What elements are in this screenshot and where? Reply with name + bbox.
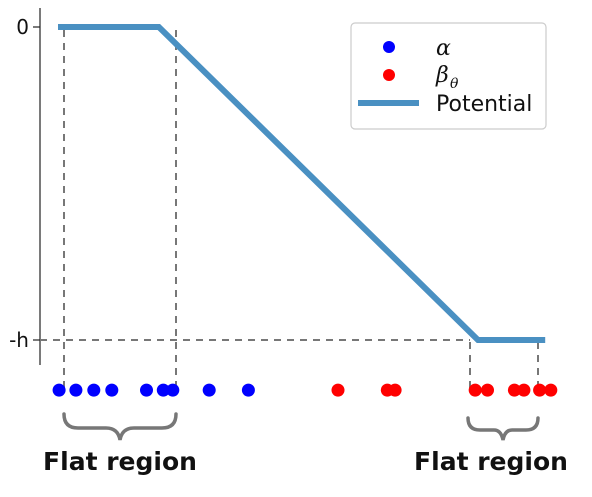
beta-point-3 xyxy=(468,383,482,397)
y-tick-label-0: 0 xyxy=(16,15,29,39)
legend-beta-marker xyxy=(383,69,395,81)
legend: α β θ Potential xyxy=(350,22,547,130)
series-alpha-points xyxy=(52,383,255,397)
alpha-point-3 xyxy=(105,383,119,397)
legend-alpha-marker xyxy=(383,41,395,53)
beta-point-8 xyxy=(544,383,558,397)
legend-beta-subscript: θ xyxy=(450,76,459,92)
series-beta-points xyxy=(331,383,558,397)
alpha-point-1 xyxy=(69,383,83,397)
beta-point-6 xyxy=(517,383,531,397)
legend-potential-label: Potential xyxy=(436,92,532,117)
alpha-point-7 xyxy=(202,383,216,397)
alpha-point-8 xyxy=(241,383,255,397)
alpha-point-2 xyxy=(87,383,101,397)
alpha-point-0 xyxy=(52,383,66,397)
beta-point-7 xyxy=(533,383,547,397)
flat-region-brace-left xyxy=(62,412,178,441)
series-potential-line xyxy=(58,24,546,343)
y-tick-label-h: -h xyxy=(9,328,29,352)
beta-point-5 xyxy=(507,383,521,397)
beta-point-2 xyxy=(388,383,402,397)
beta-point-0 xyxy=(331,383,345,397)
flat-region-label-right: Flat region xyxy=(414,447,568,476)
legend-alpha-label: α xyxy=(436,36,451,61)
alpha-point-5 xyxy=(156,383,170,397)
flat-region-label-left: Flat region xyxy=(43,447,197,476)
alpha-point-4 xyxy=(140,383,153,397)
alpha-point-6 xyxy=(166,383,180,397)
flat-region-brace-right xyxy=(466,416,540,441)
beta-point-4 xyxy=(481,383,494,397)
legend-beta-label: β xyxy=(435,63,449,88)
